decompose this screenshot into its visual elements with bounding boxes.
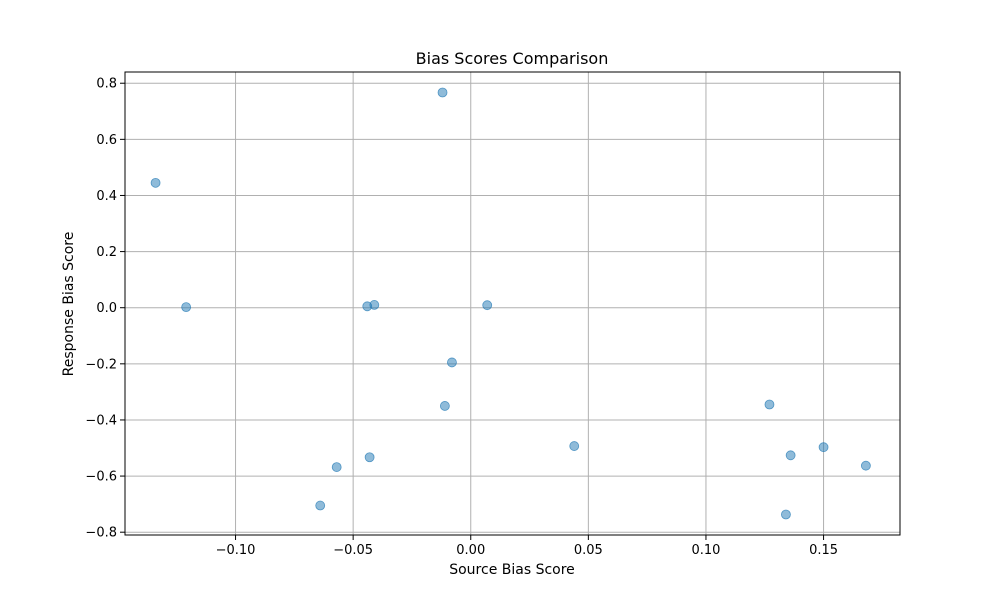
y-tick-label: 0.6 [96,133,117,148]
y-axis-ticks: −0.8 −0.6 −0.4 −0.2 0.0 0.2 0.4 0.6 0.8 [85,77,125,541]
x-tick-label: 0.00 [456,543,485,558]
y-tick-label: 0.0 [96,301,117,316]
scatter-point [437,87,448,98]
x-tick-label: 0.05 [574,543,603,558]
scatter-point [569,441,580,451]
plot-frame [124,71,901,536]
x-axis-ticks: −0.10 −0.05 0.00 0.05 0.10 0.15 [216,535,838,558]
y-tick-label: −0.2 [85,357,117,372]
scatter-point [482,300,493,311]
scatter-point [439,401,450,411]
y-tick-label: −0.8 [85,526,117,541]
chart-title: Bias Scores Comparison [416,49,609,68]
x-tick-label: −0.05 [333,543,373,558]
scatter-point [181,302,192,313]
scatter-point [331,462,342,472]
scatter-point [364,452,375,463]
x-tick-label: −0.10 [216,543,256,558]
y-tick-label: −0.6 [85,470,117,485]
scatter-point [315,500,326,511]
scatter-point [785,450,796,461]
y-tick-label: 0.8 [96,77,117,92]
scatter-point [764,399,775,410]
y-tick-label: −0.4 [85,413,117,428]
grid [125,72,900,535]
data-points [150,87,871,520]
y-tick-label: 0.4 [96,189,117,204]
scatter-point [150,177,161,188]
y-tick-label: 0.2 [96,245,117,260]
scatter-point [447,357,457,368]
y-axis-label: Response Bias Score [61,232,77,377]
x-tick-label: 0.10 [691,543,720,558]
x-tick-label: 0.15 [809,543,838,558]
scatter-point [860,460,871,471]
scatter-point [818,442,829,453]
scatter-point [369,300,380,310]
x-axis-label: Source Bias Score [449,562,575,578]
scatter-point [781,509,791,520]
